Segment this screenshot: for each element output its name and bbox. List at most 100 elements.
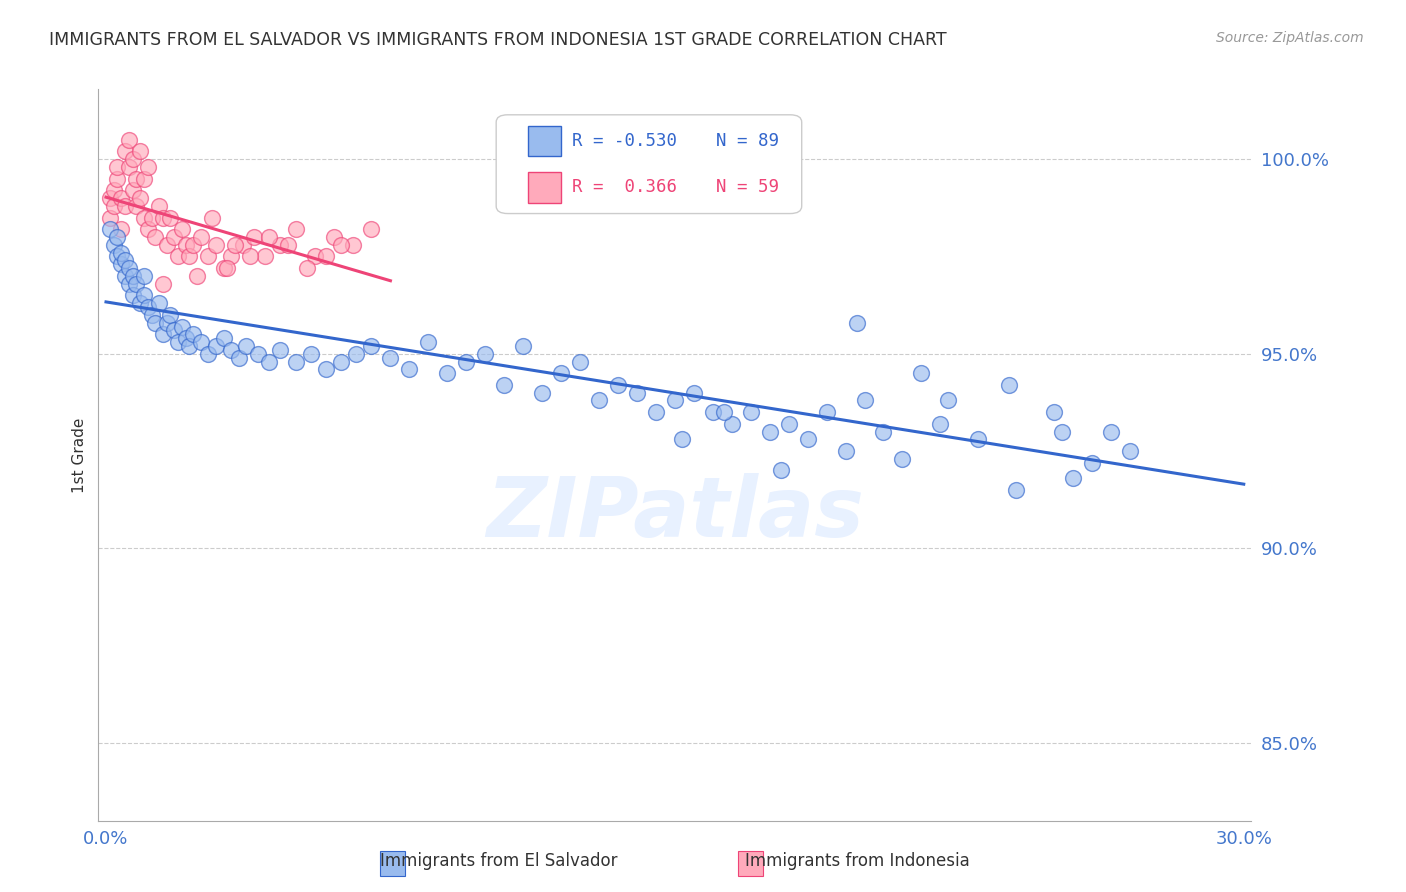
Point	[1050, 425, 1073, 439]
Point	[110, 245, 132, 260]
Point	[129, 296, 152, 310]
Point	[344, 347, 367, 361]
Point	[770, 463, 793, 477]
Point	[1043, 405, 1066, 419]
Point	[105, 250, 128, 264]
Point	[141, 211, 163, 225]
Point	[143, 316, 166, 330]
Bar	[380, 851, 405, 876]
Point	[626, 385, 648, 400]
Point	[98, 222, 121, 236]
Point	[167, 335, 190, 350]
Point	[713, 405, 735, 419]
Point	[936, 393, 959, 408]
Point	[217, 261, 239, 276]
Point	[569, 354, 592, 368]
Point	[254, 250, 277, 264]
Point	[758, 425, 780, 439]
Point	[531, 385, 554, 400]
Point	[186, 268, 208, 283]
Point	[315, 250, 337, 264]
Point	[136, 222, 159, 236]
Point	[219, 250, 242, 264]
Point	[167, 250, 190, 264]
Point	[815, 405, 838, 419]
FancyBboxPatch shape	[496, 115, 801, 213]
Point	[105, 171, 128, 186]
Point	[141, 308, 163, 322]
Point	[212, 261, 235, 276]
Y-axis label: 1st Grade: 1st Grade	[72, 417, 87, 492]
Point	[304, 250, 326, 264]
Point	[98, 191, 121, 205]
Point	[702, 405, 724, 419]
Point	[512, 339, 534, 353]
Point	[550, 366, 572, 380]
Point	[243, 230, 266, 244]
Point	[114, 145, 136, 159]
Point	[740, 405, 762, 419]
Point	[129, 145, 152, 159]
Point	[190, 230, 212, 244]
Point	[121, 183, 143, 197]
Point	[269, 237, 291, 252]
Text: N = 89: N = 89	[717, 132, 779, 150]
Point	[125, 199, 148, 213]
Point	[269, 343, 291, 357]
Point	[607, 377, 630, 392]
Point	[159, 211, 181, 225]
Point	[330, 354, 353, 368]
Point	[360, 339, 382, 353]
Point	[380, 351, 402, 365]
Point	[132, 171, 155, 186]
Point	[118, 133, 141, 147]
Text: R = -0.530: R = -0.530	[572, 132, 678, 150]
Point	[129, 191, 152, 205]
Point	[277, 237, 299, 252]
Point	[148, 296, 170, 310]
Point	[284, 354, 307, 368]
Point	[205, 237, 228, 252]
Point	[174, 237, 197, 252]
Point	[118, 160, 141, 174]
Point	[205, 339, 228, 353]
Point	[181, 327, 204, 342]
Point	[148, 199, 170, 213]
Point	[118, 261, 141, 276]
Point	[170, 222, 193, 236]
Point	[103, 183, 125, 197]
Point	[121, 288, 143, 302]
Point	[342, 237, 364, 252]
Point	[929, 417, 952, 431]
Point	[110, 222, 132, 236]
Point	[322, 230, 344, 244]
Text: R =  0.366: R = 0.366	[572, 178, 678, 196]
Point	[174, 331, 197, 345]
Bar	[738, 851, 763, 876]
Point	[682, 385, 704, 400]
Point	[224, 237, 246, 252]
Point	[163, 323, 186, 337]
Text: Immigrants from El Salvador: Immigrants from El Salvador	[381, 852, 617, 870]
Point	[239, 250, 262, 264]
Point	[720, 417, 742, 431]
Point	[834, 444, 856, 458]
Point	[103, 237, 125, 252]
Bar	[529, 172, 561, 202]
Point	[98, 211, 121, 225]
Point	[474, 347, 496, 361]
Point	[212, 331, 235, 345]
Point	[1062, 471, 1084, 485]
Point	[360, 222, 382, 236]
Point	[159, 308, 181, 322]
Point	[179, 250, 201, 264]
Point	[257, 354, 280, 368]
Point	[197, 347, 219, 361]
Point	[136, 160, 159, 174]
Point	[152, 211, 174, 225]
Point	[315, 362, 337, 376]
Point	[778, 417, 800, 431]
Point	[872, 425, 894, 439]
Point	[132, 288, 155, 302]
Point	[125, 171, 148, 186]
